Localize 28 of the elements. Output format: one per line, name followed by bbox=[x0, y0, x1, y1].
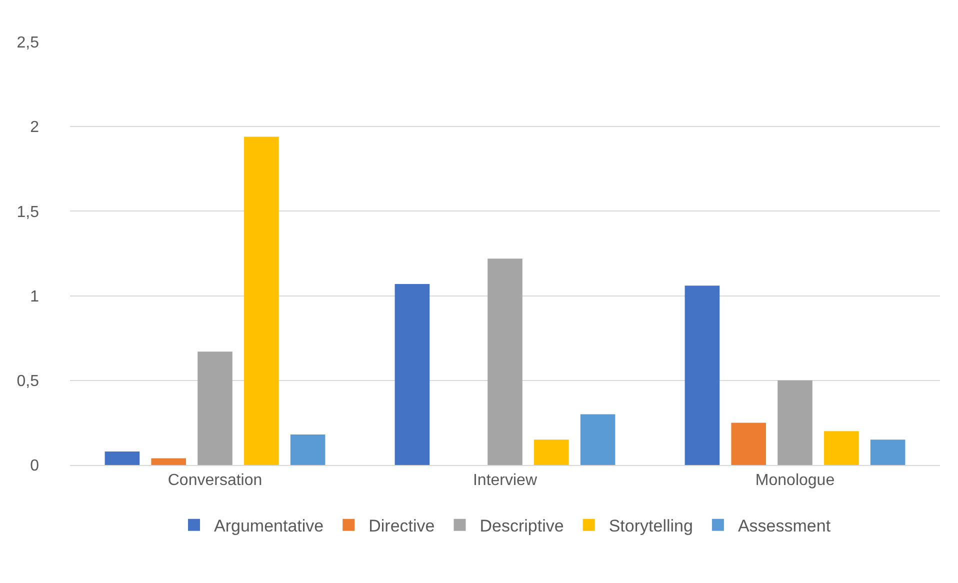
y-tick-label: 0 bbox=[30, 458, 40, 475]
x-tick-label: Interview bbox=[472, 472, 538, 490]
legend-label: Assessment bbox=[738, 516, 831, 536]
bar bbox=[778, 380, 812, 465]
bar bbox=[394, 284, 430, 465]
bar bbox=[488, 258, 522, 465]
y-tick-label: 2 bbox=[30, 119, 40, 136]
bar bbox=[534, 440, 569, 465]
bar bbox=[104, 451, 140, 465]
x-tick-label: Conversation bbox=[168, 472, 262, 490]
x-tick-label: Monologue bbox=[755, 472, 835, 490]
bar bbox=[290, 434, 326, 465]
y-tick-label: 2,5 bbox=[16, 34, 40, 52]
y-tick-label: 0,5 bbox=[16, 373, 40, 390]
legend-label: Argumentative bbox=[214, 516, 324, 536]
bar bbox=[684, 286, 720, 465]
bar bbox=[731, 422, 766, 465]
bar bbox=[198, 352, 232, 465]
bar bbox=[580, 414, 616, 465]
y-tick-label: 1,5 bbox=[16, 204, 40, 221]
legend-label: Descriptive bbox=[480, 516, 564, 536]
y-tick-label: 1 bbox=[30, 288, 40, 306]
bar bbox=[151, 458, 186, 465]
bar bbox=[824, 431, 859, 465]
legend-label: Storytelling bbox=[608, 516, 693, 536]
legend-label: Directive bbox=[368, 516, 435, 536]
bar bbox=[244, 136, 279, 465]
bar bbox=[870, 440, 906, 465]
